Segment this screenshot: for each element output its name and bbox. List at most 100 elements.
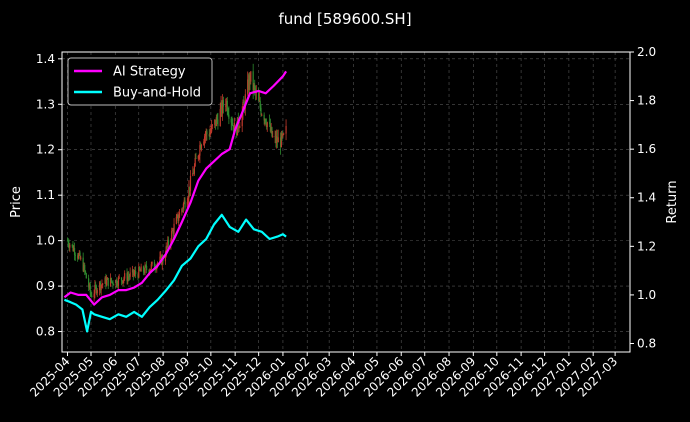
price-candle-body bbox=[132, 269, 134, 276]
price-candle-body bbox=[111, 281, 113, 283]
price-candle-body bbox=[238, 127, 240, 129]
price-candle-body bbox=[110, 277, 112, 282]
y-left-tick-label: 1.0 bbox=[36, 234, 55, 248]
price-candle-body bbox=[138, 267, 141, 271]
price-candle-body bbox=[88, 284, 91, 288]
price-candle-body bbox=[193, 172, 195, 174]
y-axis-right-label: Return bbox=[665, 180, 680, 223]
price-candle-body bbox=[247, 79, 249, 95]
price-candle-body bbox=[122, 280, 124, 284]
price-candle-body bbox=[69, 244, 71, 248]
price-candle-body bbox=[206, 131, 208, 135]
price-candle-body bbox=[187, 197, 189, 202]
price-candle-body bbox=[252, 71, 254, 91]
price-candle-body bbox=[225, 100, 228, 106]
price-candle-body bbox=[151, 261, 153, 265]
y-left-tick-label: 1.1 bbox=[36, 188, 55, 202]
price-candle-body bbox=[177, 214, 179, 221]
price-candle-body bbox=[269, 123, 271, 132]
price-candle-body bbox=[193, 165, 196, 174]
price-candle-body bbox=[105, 277, 107, 286]
price-candle-body bbox=[167, 239, 169, 247]
price-candle-body bbox=[85, 273, 87, 279]
price-candle-body bbox=[137, 274, 139, 278]
price-candle-body bbox=[84, 270, 87, 274]
price-candle-body bbox=[142, 266, 145, 272]
price-candle-body bbox=[241, 112, 243, 127]
price-candle-body bbox=[189, 186, 191, 191]
price-candle-body bbox=[73, 248, 75, 251]
price-candle-body bbox=[82, 257, 84, 271]
price-candle-body bbox=[195, 158, 197, 159]
price-candle-body bbox=[222, 100, 224, 114]
price-candle-body bbox=[128, 276, 130, 278]
price-candle-body bbox=[149, 269, 152, 271]
price-candle-body bbox=[217, 119, 219, 126]
price-candle-body bbox=[192, 172, 194, 177]
price-candle-body bbox=[91, 295, 93, 298]
price-candle-body bbox=[71, 244, 73, 246]
price-candle-body bbox=[228, 114, 230, 119]
price-candle-body bbox=[188, 186, 190, 198]
price-candle-body bbox=[144, 265, 146, 274]
price-candle-body bbox=[221, 102, 223, 114]
price-candle-body bbox=[173, 223, 175, 234]
legend-label-ai-strategy: AI Strategy bbox=[113, 65, 186, 80]
price-candle-body bbox=[135, 271, 137, 275]
price-candle-body bbox=[239, 126, 241, 128]
price-candle-body bbox=[165, 246, 167, 256]
price-candle-body bbox=[121, 280, 123, 284]
grid bbox=[62, 52, 630, 352]
price-candle-body bbox=[150, 264, 152, 270]
price-candle-body bbox=[275, 136, 277, 143]
price-candle-body bbox=[140, 266, 142, 272]
price-candle-body bbox=[264, 119, 266, 121]
price-candle-body bbox=[95, 285, 97, 287]
price-candle-body bbox=[279, 137, 282, 148]
price-candle-body bbox=[100, 284, 102, 291]
y-right-tick-label: 1.0 bbox=[637, 288, 656, 302]
y-axis-left-label: Price bbox=[9, 186, 24, 218]
price-candle-body bbox=[211, 124, 214, 126]
price-candle-body bbox=[175, 216, 177, 224]
price-candle-body bbox=[215, 117, 217, 127]
price-candle-body bbox=[277, 137, 279, 143]
y-right-tick-label: 1.4 bbox=[637, 191, 656, 205]
price-candle-body bbox=[88, 278, 90, 288]
price-candle-body bbox=[263, 114, 265, 121]
price-candle-body bbox=[280, 132, 282, 148]
price-candle-body bbox=[148, 270, 150, 273]
y-right-tick-label: 1.2 bbox=[637, 239, 656, 253]
price-candle-body bbox=[68, 244, 70, 248]
buy-and-hold-line bbox=[64, 213, 287, 333]
price-candle-body bbox=[203, 141, 205, 145]
price-candle-body bbox=[233, 122, 235, 133]
price-candle-body bbox=[139, 270, 141, 272]
price-candle-body bbox=[276, 136, 279, 143]
price-candle-body bbox=[194, 158, 196, 166]
price-candle-body bbox=[269, 122, 271, 124]
price-candle-body bbox=[83, 264, 85, 271]
price-candle-body bbox=[176, 214, 178, 217]
y-right-tick-label: 0.8 bbox=[637, 336, 656, 350]
price-candle-body bbox=[171, 230, 173, 241]
price-candle-body bbox=[104, 277, 106, 284]
price-candle-body bbox=[129, 272, 131, 277]
price-candle-body bbox=[182, 208, 184, 210]
price-candle-body bbox=[285, 125, 287, 134]
price-candle-body bbox=[209, 132, 211, 137]
price-candle-body bbox=[99, 282, 101, 291]
price-candle-body bbox=[171, 230, 174, 232]
price-candle-body bbox=[77, 255, 79, 259]
price-candle-body bbox=[260, 107, 262, 115]
y-left-tick-label: 0.9 bbox=[36, 279, 55, 293]
price-candle-body bbox=[249, 75, 251, 82]
price-candle-body bbox=[113, 284, 115, 286]
price-candle-body bbox=[159, 256, 161, 263]
y-right-tick-label: 1.6 bbox=[637, 142, 656, 156]
price-candle-body bbox=[138, 267, 140, 278]
price-candle-body bbox=[247, 79, 250, 91]
price-candle-body bbox=[109, 277, 112, 287]
price-candle-body bbox=[210, 131, 212, 133]
